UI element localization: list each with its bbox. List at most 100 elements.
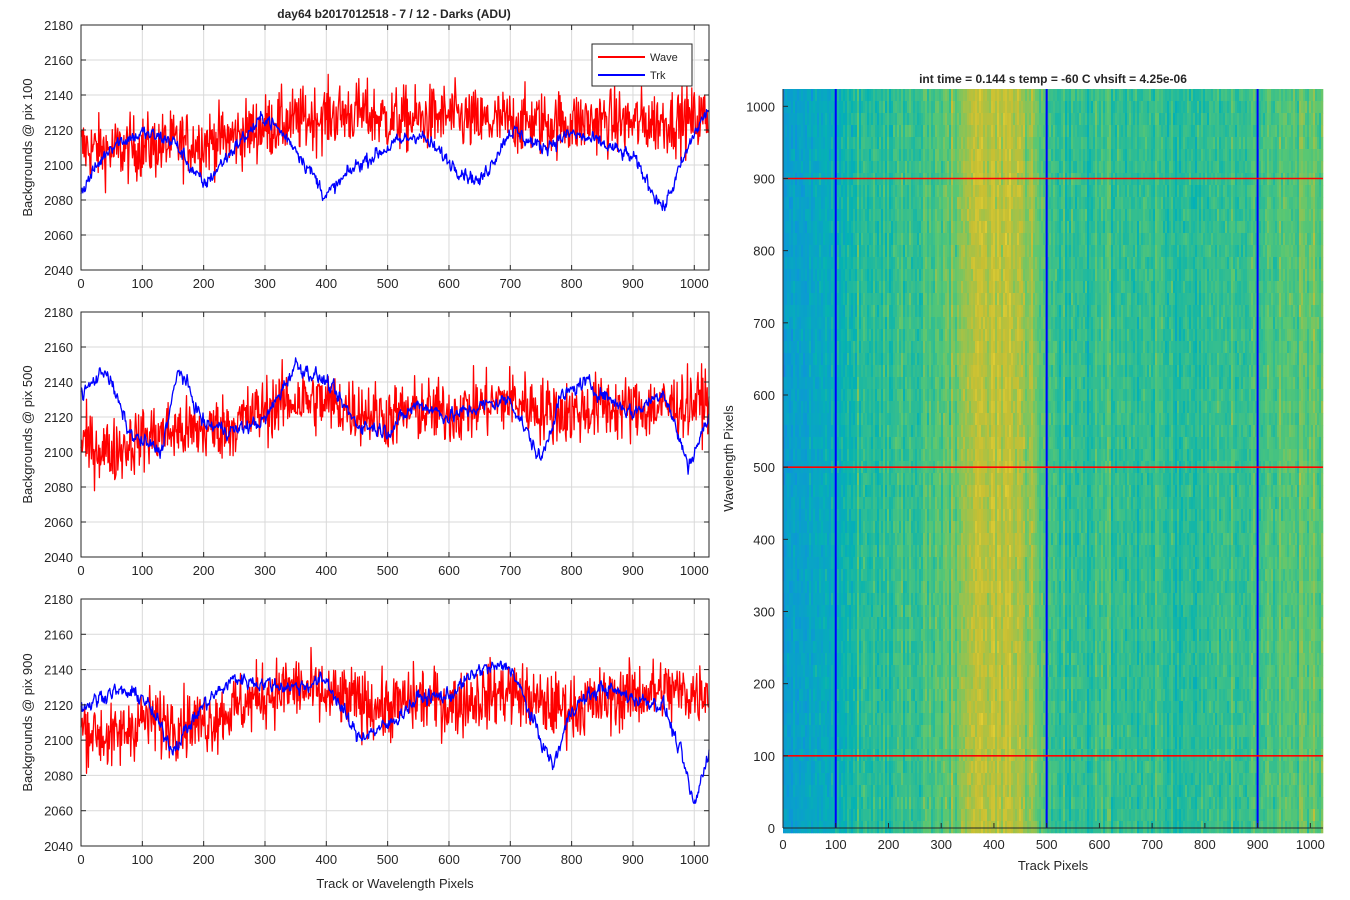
heatmap-cell — [855, 161, 858, 174]
heatmap-cell — [793, 437, 796, 450]
heatmap-cell — [843, 449, 846, 462]
heatmap-cell — [865, 473, 868, 486]
heatmap-cell — [933, 497, 936, 510]
heatmap-cell — [839, 185, 842, 198]
heatmap-cell — [857, 617, 860, 630]
heatmap-cell — [845, 113, 848, 126]
heatmap-cell — [829, 629, 832, 642]
heatmap-cell — [881, 221, 884, 234]
heatmap-cell — [861, 113, 864, 126]
heatmap-cell — [793, 569, 796, 582]
heatmap-cell — [853, 713, 856, 726]
heatmap-cell — [829, 653, 832, 666]
heatmap-cell — [849, 209, 852, 222]
heatmap-cell — [913, 473, 916, 486]
heatmap-cell — [827, 257, 830, 270]
heatmap-cell — [893, 161, 896, 174]
heatmap-cell — [855, 101, 858, 114]
heatmap-cell — [885, 221, 888, 234]
heatmap-cell — [853, 665, 856, 678]
heatmap-cell — [869, 545, 872, 558]
heatmap-cell — [787, 725, 790, 738]
heatmap-cell — [921, 581, 924, 594]
heatmap-cell — [907, 557, 910, 570]
heatmap-cell — [795, 677, 798, 690]
heatmap-cell — [897, 221, 900, 234]
heatmap-cell — [931, 197, 934, 210]
heatmap-cell — [817, 197, 820, 210]
heatmap-cell — [819, 509, 822, 522]
heatmap-cell — [827, 161, 830, 174]
heatmap-cell — [927, 545, 930, 558]
heatmap-cell — [879, 149, 882, 162]
heatmap-cell — [903, 149, 906, 162]
heatmap-cell — [817, 389, 820, 402]
heatmap-cell — [809, 473, 812, 486]
heatmap-cell — [849, 677, 852, 690]
heatmap-cell — [807, 125, 810, 138]
axes-frame — [80, 598, 710, 847]
heatmap-cell — [893, 521, 896, 534]
heatmap-cell — [907, 413, 910, 426]
heatmap-cell — [829, 89, 832, 102]
heatmap-cell — [803, 509, 806, 522]
heatmap-cell — [833, 377, 836, 390]
heatmap-cell — [925, 509, 928, 522]
heatmap-cell — [901, 557, 904, 570]
heatmap-cell — [819, 365, 822, 378]
heatmap-cell — [873, 257, 876, 270]
heatmap-cell — [933, 185, 936, 198]
heatmap-cell — [797, 185, 800, 198]
heatmap-cell — [859, 473, 862, 486]
heatmap-cell — [925, 545, 928, 558]
heatmap-cell — [813, 593, 816, 606]
heatmap-cell — [807, 617, 810, 630]
heatmap-cell — [843, 161, 846, 174]
heatmap-cell — [901, 821, 904, 834]
heatmap-cell — [827, 341, 830, 354]
heatmap-cell — [833, 641, 836, 654]
heatmap-cell — [807, 485, 810, 498]
y-tick-label: 2040 — [44, 263, 73, 278]
heatmap-cell — [819, 209, 822, 222]
heatmap-cell — [787, 245, 790, 258]
heatmap-cell — [823, 401, 826, 414]
heatmap-cell — [823, 305, 826, 318]
heatmap-cell — [849, 485, 852, 498]
heatmap-cell — [807, 809, 810, 822]
heatmap-cell — [801, 89, 804, 102]
heatmap-cell — [849, 245, 852, 258]
heatmap-cell — [827, 485, 830, 498]
heatmap-cell — [853, 377, 856, 390]
heatmap-cell — [783, 401, 786, 414]
heatmap-cell — [889, 569, 892, 582]
heatmap-cell — [793, 365, 796, 378]
heatmap-cell — [823, 125, 826, 138]
heatmap-cell — [795, 269, 798, 282]
heatmap-cell — [905, 785, 908, 798]
heatmap-cell — [887, 629, 890, 642]
heatmap-cell — [897, 653, 900, 666]
heatmap-cell — [847, 377, 850, 390]
heatmap-cell — [899, 497, 902, 510]
heatmap-cell — [793, 665, 796, 678]
heatmap-cell — [791, 197, 794, 210]
heatmap-cell — [837, 329, 840, 342]
heatmap-cell — [799, 809, 802, 822]
heatmap-cell — [795, 665, 798, 678]
heatmap-cell — [837, 281, 840, 294]
heatmap-cell — [911, 449, 914, 462]
x-axis-label: Track or Wavelength Pixels — [316, 876, 474, 891]
heatmap-cell — [925, 329, 928, 342]
heatmap-cell — [875, 653, 878, 666]
heatmap-cell — [913, 497, 916, 510]
heatmap-cell — [907, 125, 910, 138]
heatmap-cell — [901, 473, 904, 486]
heatmap-cell — [817, 449, 820, 462]
heatmap-cell — [809, 725, 812, 738]
heatmap-cell — [831, 185, 834, 198]
heatmap-cell — [915, 341, 918, 354]
heatmap-cell — [789, 233, 792, 246]
heatmap-cell — [849, 305, 852, 318]
heatmap-cell — [913, 341, 916, 354]
